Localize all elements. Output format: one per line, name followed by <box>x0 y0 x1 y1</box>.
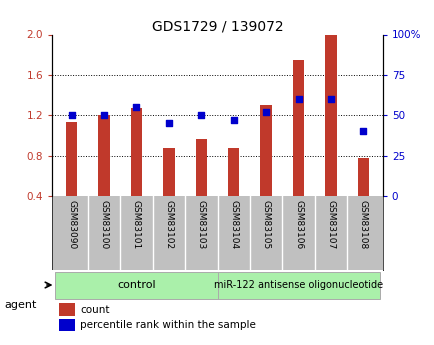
Text: count: count <box>80 305 109 315</box>
Text: GSM83100: GSM83100 <box>99 200 108 249</box>
Text: GSM83090: GSM83090 <box>67 200 76 249</box>
Point <box>165 121 172 126</box>
Point <box>68 112 75 118</box>
Text: GSM83102: GSM83102 <box>164 200 173 249</box>
Bar <box>66 122 77 237</box>
Bar <box>59 304 75 316</box>
Point <box>133 105 140 110</box>
Bar <box>292 60 303 237</box>
Text: percentile rank within the sample: percentile rank within the sample <box>80 320 256 330</box>
Bar <box>59 319 75 331</box>
Title: GDS1729 / 139072: GDS1729 / 139072 <box>151 19 283 33</box>
Bar <box>217 272 379 298</box>
Bar <box>98 115 109 237</box>
Point <box>294 96 301 102</box>
Point <box>100 112 107 118</box>
Point <box>197 112 204 118</box>
Point <box>262 109 269 115</box>
Text: GSM83108: GSM83108 <box>358 200 367 249</box>
Text: agent: agent <box>4 300 36 310</box>
Text: GSM83101: GSM83101 <box>132 200 141 249</box>
Text: control: control <box>117 280 155 290</box>
Bar <box>325 34 336 237</box>
Point <box>359 129 366 134</box>
Point <box>327 96 334 102</box>
Text: GSM83106: GSM83106 <box>293 200 302 249</box>
Bar <box>195 139 207 237</box>
Bar <box>55 272 217 298</box>
Bar <box>227 148 239 237</box>
Text: miR-122 antisense oligonucleotide: miR-122 antisense oligonucleotide <box>214 280 382 290</box>
Bar <box>260 105 271 237</box>
Bar <box>357 158 368 237</box>
Point <box>230 117 237 123</box>
Text: GSM83107: GSM83107 <box>326 200 335 249</box>
Bar <box>163 148 174 237</box>
Text: GSM83105: GSM83105 <box>261 200 270 249</box>
Text: GSM83103: GSM83103 <box>196 200 205 249</box>
Bar <box>131 108 142 237</box>
Text: GSM83104: GSM83104 <box>229 200 238 249</box>
